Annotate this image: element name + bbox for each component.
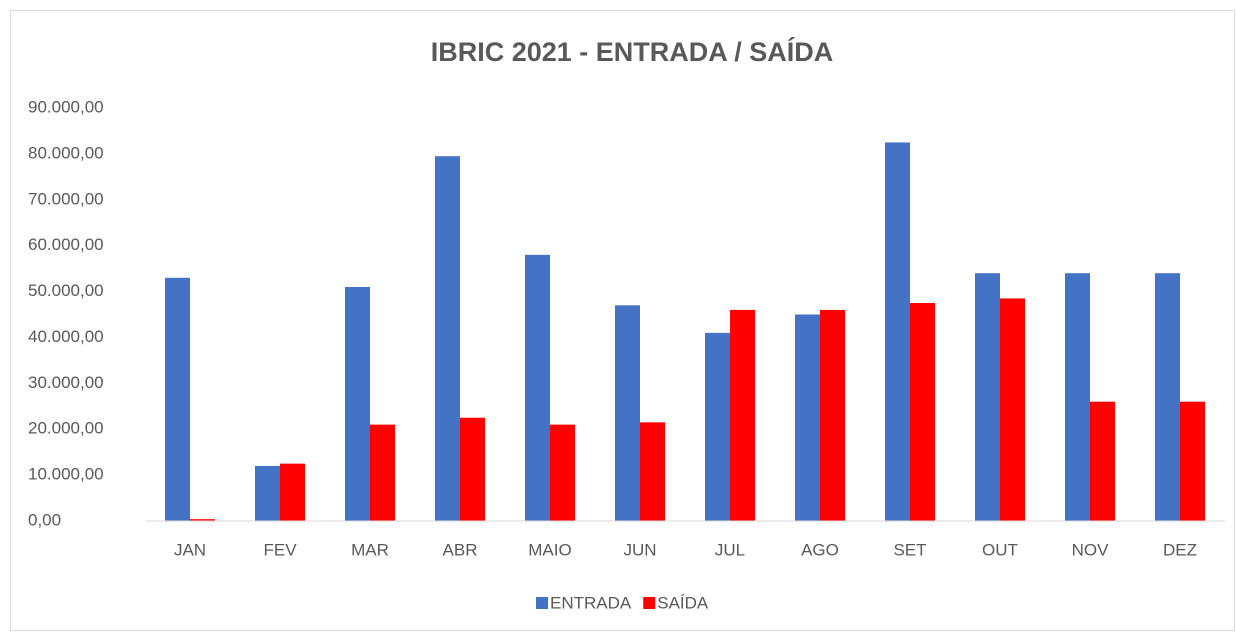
bar bbox=[1065, 273, 1090, 521]
bar bbox=[550, 424, 575, 521]
bar bbox=[435, 156, 460, 521]
bar bbox=[255, 465, 280, 521]
x-tick-label: OUT bbox=[982, 540, 1018, 559]
bar bbox=[1180, 401, 1205, 521]
legend-label: SAÍDA bbox=[657, 593, 709, 612]
y-tick-label: 80.000,00 bbox=[28, 143, 104, 162]
bar bbox=[795, 314, 820, 521]
x-tick-label: JAN bbox=[174, 540, 206, 559]
chart-title: IBRIC 2021 - ENTRADA / SAÍDA bbox=[431, 36, 834, 67]
y-tick-label: 30.000,00 bbox=[28, 373, 104, 392]
bar bbox=[885, 142, 910, 521]
bar bbox=[1155, 273, 1180, 521]
x-tick-label: SET bbox=[893, 540, 926, 559]
bar bbox=[525, 254, 550, 521]
bar bbox=[370, 424, 395, 521]
x-tick-label: MAIO bbox=[528, 540, 571, 559]
x-tick-label: JUL bbox=[715, 540, 745, 559]
bar bbox=[640, 422, 665, 521]
bar bbox=[345, 286, 370, 521]
y-tick-label: 90.000,00 bbox=[28, 97, 104, 116]
legend-label: ENTRADA bbox=[550, 593, 632, 612]
bar bbox=[910, 303, 935, 521]
x-tick-label: MAR bbox=[351, 540, 389, 559]
bar bbox=[730, 309, 755, 521]
y-tick-label: 60.000,00 bbox=[28, 235, 104, 254]
y-tick-label: 0,00 bbox=[28, 510, 61, 529]
y-tick-label: 20.000,00 bbox=[28, 419, 104, 438]
bar bbox=[165, 277, 190, 521]
bar bbox=[705, 332, 730, 521]
x-tick-label: JUN bbox=[623, 540, 656, 559]
x-tick-label: NOV bbox=[1072, 540, 1110, 559]
x-tick-label: DEZ bbox=[1163, 540, 1197, 559]
bar bbox=[975, 273, 1000, 521]
bar bbox=[1000, 298, 1025, 521]
y-tick-label: 70.000,00 bbox=[28, 189, 104, 208]
x-tick-label: ABR bbox=[443, 540, 478, 559]
legend-swatch bbox=[643, 597, 656, 609]
bar bbox=[280, 463, 305, 521]
bar bbox=[615, 305, 640, 521]
legend-swatch bbox=[536, 597, 548, 609]
y-tick-label: 50.000,00 bbox=[28, 281, 104, 300]
bar bbox=[460, 417, 485, 521]
bar bbox=[190, 519, 215, 521]
bar bbox=[1090, 401, 1115, 521]
y-tick-label: 10.000,00 bbox=[28, 465, 104, 484]
x-tick-label: FEV bbox=[263, 540, 297, 559]
bar bbox=[820, 309, 845, 521]
y-tick-label: 40.000,00 bbox=[28, 327, 104, 346]
x-tick-label: AGO bbox=[801, 540, 839, 559]
